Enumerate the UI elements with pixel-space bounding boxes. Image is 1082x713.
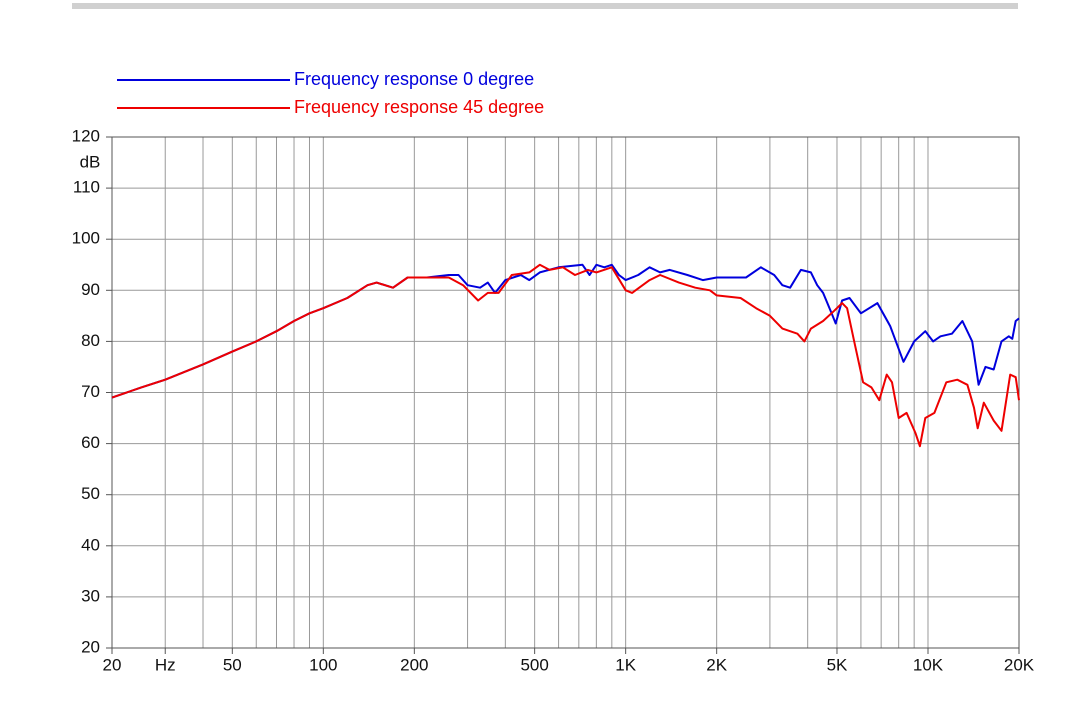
plot-frame	[111, 136, 1020, 649]
x-tick-label: 2K	[706, 655, 727, 674]
legend-label: Frequency response 0 degree	[294, 69, 534, 89]
y-tick-label: 120	[72, 126, 100, 145]
x-tick-label: 1K	[615, 655, 636, 674]
x-tick-label: Hz	[155, 655, 176, 674]
x-tick-label: 10K	[913, 655, 944, 674]
series-line	[111, 263, 1020, 399]
x-tick-label: 50	[223, 655, 242, 674]
y-tick-label: 110	[73, 178, 100, 197]
y-tick-label: 20	[81, 637, 100, 656]
y-unit: dB	[80, 152, 101, 171]
y-tick-label: 60	[81, 433, 100, 452]
legend-label: Frequency response 45 degree	[294, 97, 544, 117]
x-tick-label: 20	[103, 655, 122, 674]
series-line	[111, 263, 1020, 448]
top-bar	[72, 3, 1018, 9]
x-tick-label: 20K	[1004, 655, 1035, 674]
y-tick-label: 70	[81, 382, 100, 401]
x-tick-label: 200	[400, 655, 428, 674]
y-tick-label: 30	[81, 586, 100, 605]
x-tick-label: 500	[520, 655, 548, 674]
y-tick-label: 80	[81, 331, 100, 350]
y-tick-label: 90	[81, 280, 100, 299]
y-tick-label: 40	[81, 535, 100, 554]
y-tick-label: 100	[72, 229, 100, 248]
x-tick-label: 100	[309, 655, 337, 674]
y-tick-label: 50	[81, 484, 100, 503]
x-tick-label: 5K	[827, 655, 848, 674]
